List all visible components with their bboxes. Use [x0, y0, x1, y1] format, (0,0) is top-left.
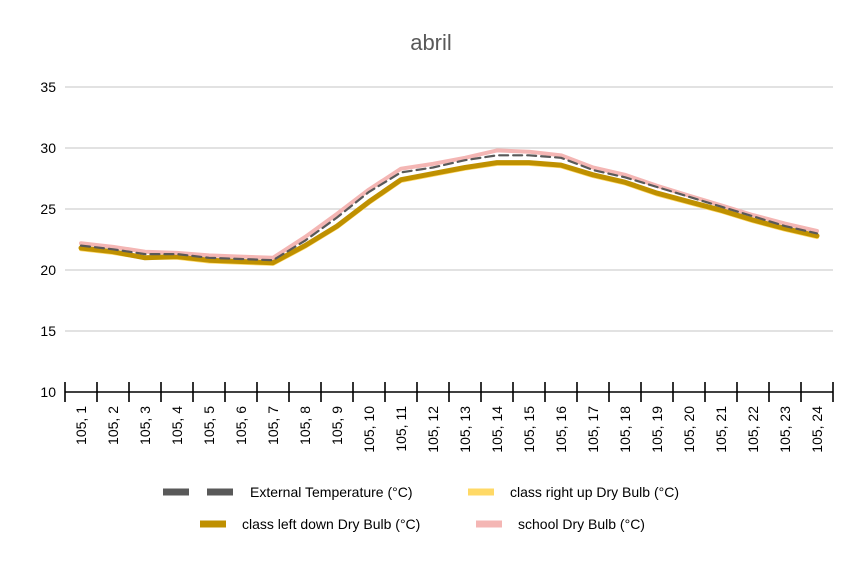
x-tick-label: 105, 21 — [713, 406, 729, 453]
legend: External Temperature (°C) class right up … — [163, 484, 679, 532]
y-tick-label: 15 — [40, 323, 56, 339]
x-tick-label: 105, 11 — [393, 406, 409, 452]
x-tick-label: 105, 15 — [521, 406, 537, 453]
legend-label: class right up Dry Bulb (°C) — [510, 484, 679, 500]
series-line-2 — [78, 160, 820, 266]
x-tick-label: 105, 23 — [777, 406, 793, 453]
x-tick-label: 105, 6 — [233, 406, 249, 445]
x-tick-label: 105, 7 — [265, 406, 281, 445]
series-line-0 — [79, 154, 819, 262]
series-line-1 — [79, 161, 819, 266]
x-tick-label: 105, 14 — [489, 406, 505, 453]
x-tick-label: 105, 5 — [201, 406, 217, 445]
y-tick-label: 35 — [40, 79, 56, 95]
x-tick-label: 105, 12 — [425, 406, 441, 453]
x-tick-label: 105, 9 — [329, 406, 345, 445]
x-tick-label: 105, 3 — [137, 406, 153, 445]
x-tick-label: 105, 17 — [585, 406, 601, 453]
x-tick-label: 105, 18 — [617, 406, 633, 453]
x-tick-label: 105, 19 — [649, 406, 665, 453]
x-tick-label: 105, 1 — [73, 406, 89, 445]
legend-label: External Temperature (°C) — [250, 484, 413, 500]
x-tick-label: 105, 16 — [553, 406, 569, 453]
gridlines — [65, 86, 833, 332]
legend-label: school Dry Bulb (°C) — [518, 516, 645, 532]
y-tick-label: 10 — [40, 384, 56, 400]
x-axis — [64, 382, 834, 402]
y-tick-label: 20 — [40, 262, 56, 278]
series-line-3 — [79, 148, 819, 260]
series-lines — [78, 148, 820, 266]
x-tick-label: 105, 22 — [745, 406, 761, 453]
legend-label: class left down Dry Bulb (°C) — [242, 516, 420, 532]
x-tick-label: 105, 20 — [681, 406, 697, 453]
x-tick-label: 105, 13 — [457, 406, 473, 453]
x-tick-label: 105, 8 — [297, 406, 313, 445]
chart-title: abril — [410, 30, 452, 55]
y-tick-label: 30 — [40, 140, 56, 156]
x-tick-label: 105, 10 — [361, 406, 377, 453]
x-axis-ticks: 105, 1 105, 2 105, 3 105, 4 105, 5 105, 6 105,… — [73, 406, 825, 453]
x-tick-label: 105, 2 — [105, 406, 121, 445]
x-tick-label: 105, 24 — [809, 406, 825, 453]
x-tick-label: 105, 4 — [169, 406, 185, 445]
y-axis-ticks: 10 15 20 25 30 35 — [40, 79, 56, 400]
y-tick-label: 25 — [40, 201, 56, 217]
